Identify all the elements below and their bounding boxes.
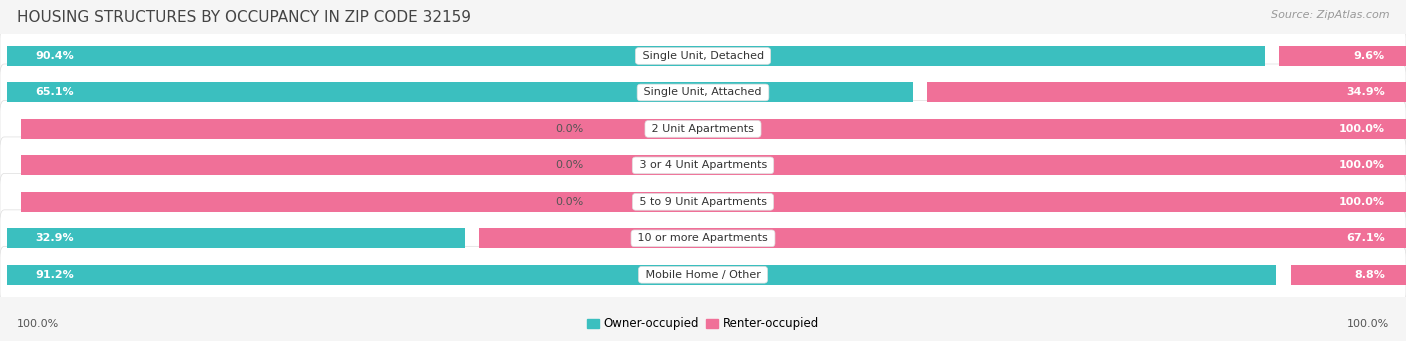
Text: 100.0%: 100.0% [1347, 319, 1389, 329]
Bar [598, 119, 696, 139]
Text: 3 or 4 Unit Apartments: 3 or 4 Unit Apartments [636, 160, 770, 170]
Text: 32.9%: 32.9% [35, 233, 73, 243]
Text: 91.2%: 91.2% [35, 270, 75, 280]
Bar [1279, 46, 1406, 66]
Bar [1291, 265, 1406, 285]
Bar [7, 46, 1265, 66]
FancyBboxPatch shape [0, 210, 1406, 267]
Bar [21, 155, 1406, 175]
Text: 0.0%: 0.0% [555, 124, 583, 134]
Text: 100.0%: 100.0% [17, 319, 59, 329]
Bar [21, 192, 1406, 212]
Text: 100.0%: 100.0% [1339, 197, 1385, 207]
Text: 10 or more Apartments: 10 or more Apartments [634, 233, 772, 243]
FancyBboxPatch shape [0, 28, 1406, 85]
Text: 2 Unit Apartments: 2 Unit Apartments [648, 124, 758, 134]
Text: 100.0%: 100.0% [1339, 160, 1385, 170]
Text: 100.0%: 100.0% [1339, 124, 1385, 134]
Text: 65.1%: 65.1% [35, 87, 73, 98]
Text: 0.0%: 0.0% [555, 197, 583, 207]
FancyBboxPatch shape [0, 174, 1406, 230]
Text: 0.0%: 0.0% [555, 160, 583, 170]
Legend: Owner-occupied, Renter-occupied: Owner-occupied, Renter-occupied [582, 313, 824, 335]
Text: 9.6%: 9.6% [1354, 51, 1385, 61]
Text: 90.4%: 90.4% [35, 51, 75, 61]
Text: HOUSING STRUCTURES BY OCCUPANCY IN ZIP CODE 32159: HOUSING STRUCTURES BY OCCUPANCY IN ZIP C… [17, 10, 471, 25]
FancyBboxPatch shape [0, 246, 1406, 303]
Bar [21, 119, 1406, 139]
Text: Mobile Home / Other: Mobile Home / Other [641, 270, 765, 280]
Bar [7, 83, 912, 103]
FancyBboxPatch shape [0, 137, 1406, 194]
Bar [927, 83, 1406, 103]
Text: Single Unit, Attached: Single Unit, Attached [641, 87, 765, 98]
Text: Source: ZipAtlas.com: Source: ZipAtlas.com [1271, 10, 1389, 20]
Text: 5 to 9 Unit Apartments: 5 to 9 Unit Apartments [636, 197, 770, 207]
Bar [7, 265, 1277, 285]
Bar [479, 228, 1406, 248]
Bar [7, 228, 465, 248]
Text: 8.8%: 8.8% [1354, 270, 1385, 280]
FancyBboxPatch shape [0, 101, 1406, 157]
FancyBboxPatch shape [0, 64, 1406, 121]
Text: 34.9%: 34.9% [1346, 87, 1385, 98]
Bar [598, 192, 696, 212]
Text: 67.1%: 67.1% [1346, 233, 1385, 243]
Text: Single Unit, Detached: Single Unit, Detached [638, 51, 768, 61]
Bar [598, 155, 696, 175]
